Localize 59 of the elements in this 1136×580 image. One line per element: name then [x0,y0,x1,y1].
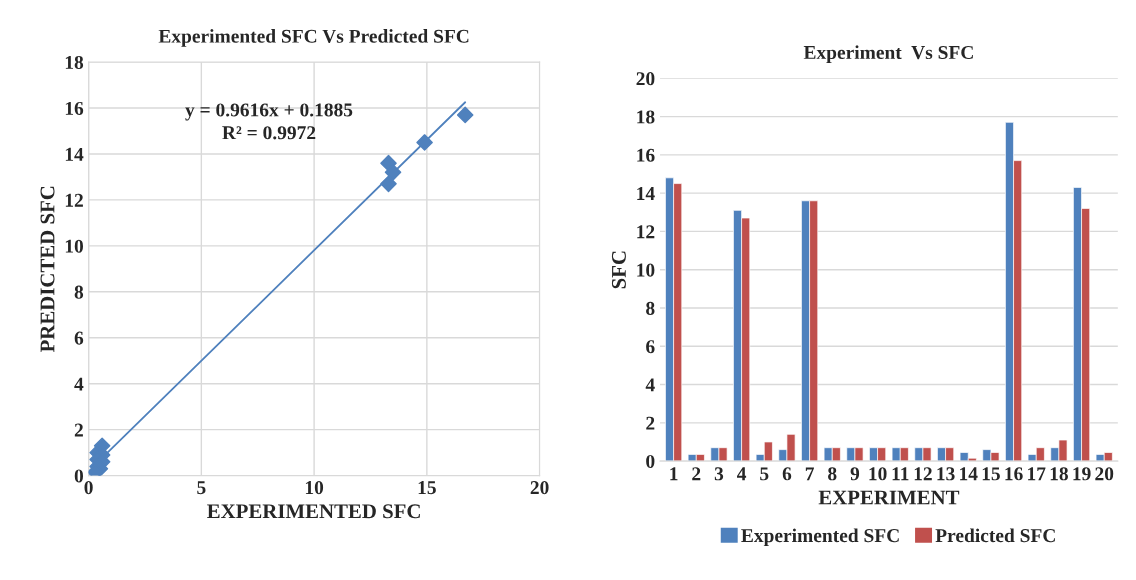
y-tick-label: 16 [65,101,84,115]
y-tick-label: 4 [645,378,655,392]
point [384,164,402,181]
y-tick-label: 10 [637,263,655,277]
y-tick-label: 6 [646,340,655,354]
y-tick-label: 8 [646,301,655,315]
y-tick-label: 12 [65,193,83,207]
x-tick-label: 7 [805,467,814,481]
x-axis-title: EXPERIMENT [818,490,960,505]
y-tick-label: 2 [646,416,655,430]
x-tick-label: 20 [530,481,549,495]
x-tick-label: 15 [982,467,1000,481]
y-tick-label: 14 [65,147,84,161]
x-tick-label: 19 [1073,467,1091,481]
chart-title: Experiment Vs SFC [803,45,973,63]
x-tick-label: 2 [692,467,701,481]
x-tick-label: 1 [670,467,678,481]
x-tick-label: 6 [782,467,792,481]
y-tick-label: 8 [74,285,84,299]
x-tick-label: 4 [737,467,747,481]
y-axis-title: SFC [611,251,626,289]
y-tick-label: 20 [636,72,655,86]
x-tick-label: 13 [937,467,955,481]
x-tick-label: 14 [960,467,978,481]
point [380,175,397,193]
y-tick-label: 16 [637,148,655,162]
x-tick-label: 15 [418,481,436,495]
annotation: R² = 0.9972 [222,126,316,140]
x-tick-label: 17 [1028,467,1046,481]
y-tick-label: 4 [74,377,84,391]
point [456,106,474,124]
x-tick-label: 8 [828,467,837,481]
x-tick-label: 16 [1005,467,1023,481]
y-tick-label: 0 [646,454,655,469]
y-tick-label: 12 [637,225,655,239]
y-tick-label: 18 [637,110,655,124]
x-tick-label: 18 [1050,467,1068,481]
y-tick-label: 10 [65,239,84,253]
x-tick-label: 3 [714,467,724,481]
x-tick-label: 11 [892,467,909,481]
x-tick-label: 5 [197,481,206,495]
x-axis-title: EXPERIMENTED SFC [207,504,420,519]
x-tick-label: 10 [869,467,887,481]
point [416,134,433,151]
chart-title: Experimented SFC Vs Predicted SFC [158,29,469,47]
legend-label: Predicted SFC [935,528,1055,543]
x-tick-label: 12 [914,467,932,481]
x-tick-label: 5 [760,467,769,481]
x-tick-label: 10 [305,481,324,495]
y-tick-label: 18 [65,55,84,69]
y-tick-label: 2 [74,423,83,437]
x-tick-label: 9 [850,467,860,481]
annotation: y = 0.9616x + 0.1885 [185,103,353,121]
x-tick-label: 0 [84,481,93,495]
y-axis-title: PREDICTED SFC [40,186,55,353]
y-tick-label: 6 [74,331,84,345]
y-tick-label: 14 [637,187,655,200]
legend-label: Experimented SFC [741,528,899,547]
x-tick-label: 20 [1095,467,1114,481]
